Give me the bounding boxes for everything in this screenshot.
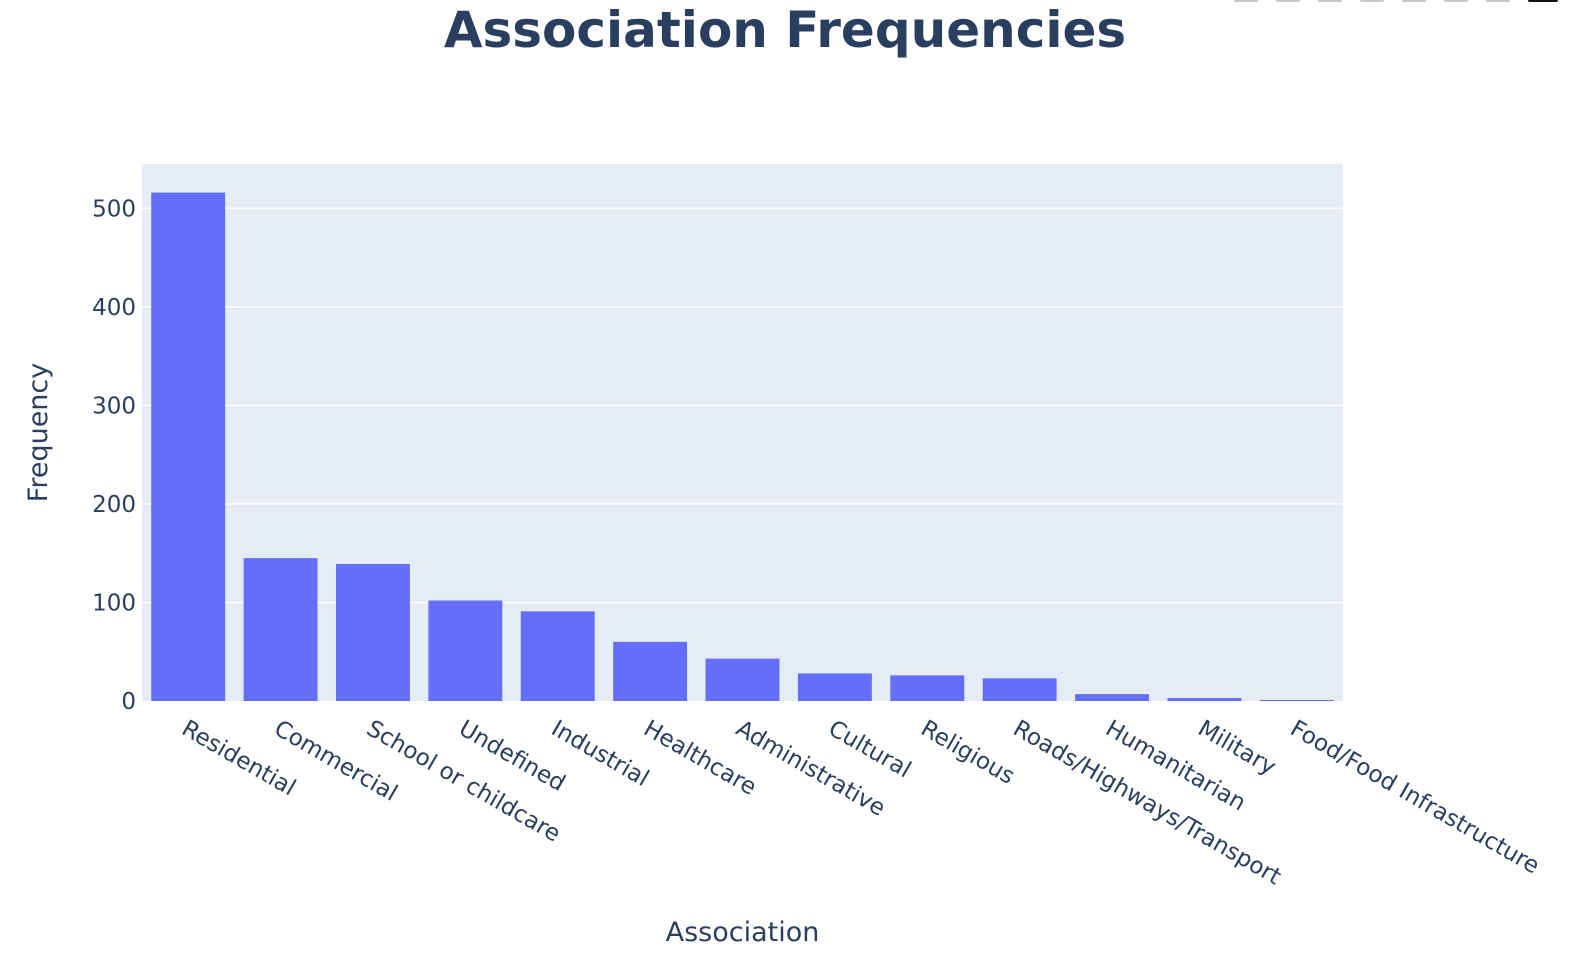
bar[interactable] [982, 678, 1057, 701]
plot-area [142, 164, 1343, 701]
y-tick-label: 100 [92, 590, 136, 616]
y-tick-label: 200 [92, 492, 136, 518]
y-tick-label: 500 [92, 196, 136, 222]
bar[interactable] [336, 564, 410, 701]
y-tick-label: 300 [92, 393, 136, 419]
bar[interactable] [705, 658, 780, 701]
zoom-out-icon[interactable] [1444, 0, 1468, 2]
bar[interactable] [613, 641, 688, 701]
autoscale-icon[interactable] [1486, 0, 1510, 2]
y-tick-labels: 0 100 200 300 400 500 [92, 196, 136, 715]
bar[interactable] [1259, 700, 1334, 701]
bars [151, 192, 1334, 701]
y-tick-label: 400 [92, 295, 136, 321]
chart-title: Association Frequencies [443, 1, 1127, 59]
bar[interactable] [520, 611, 595, 701]
x-axis-title: Association [666, 917, 820, 948]
zoom-in-icon[interactable] [1402, 0, 1426, 2]
bar[interactable] [890, 675, 965, 701]
x-tick-label: Food/Food Infrastructure [1286, 716, 1544, 880]
plotly-logo-icon[interactable] [1528, 0, 1558, 2]
x-tick-label: Religious [916, 716, 1019, 790]
y-tick-label: 0 [121, 689, 136, 715]
pan-icon[interactable] [1318, 0, 1342, 2]
zoom-icon[interactable] [1276, 0, 1300, 2]
modebar[interactable] [1234, 0, 1558, 6]
bar[interactable] [1075, 694, 1149, 701]
y-axis-title: Frequency [23, 363, 54, 503]
bar[interactable] [797, 673, 872, 701]
camera-icon[interactable] [1234, 0, 1258, 2]
bar[interactable] [1167, 698, 1242, 701]
bar[interactable] [428, 600, 503, 701]
bar[interactable] [243, 558, 318, 701]
box-select-icon[interactable] [1360, 0, 1384, 2]
bar[interactable] [151, 192, 226, 701]
